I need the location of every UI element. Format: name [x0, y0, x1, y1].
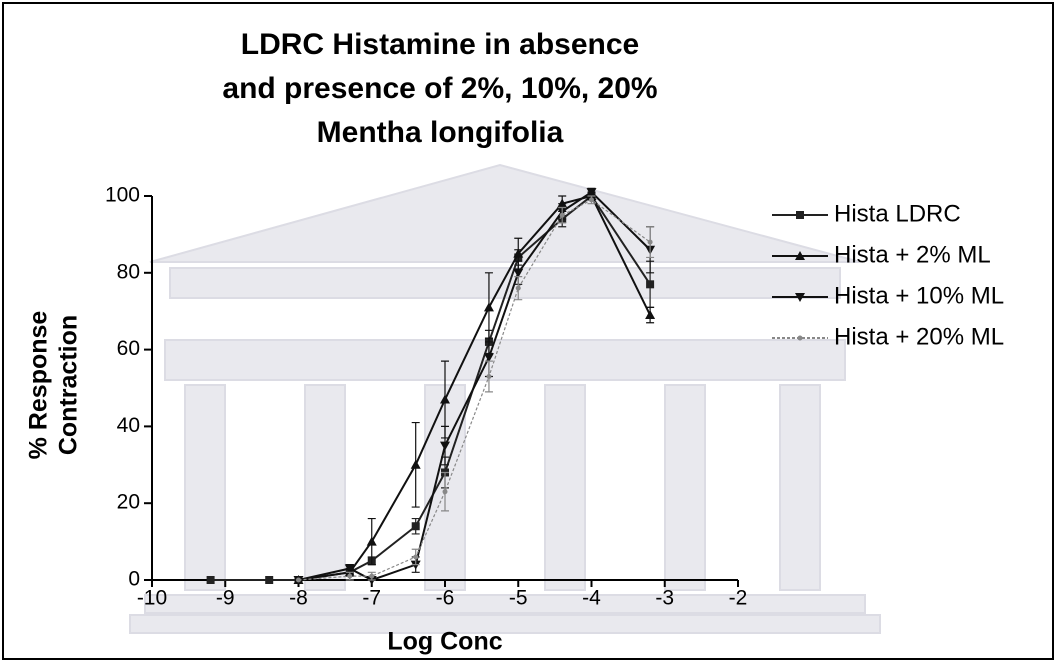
series-line	[210, 194, 651, 581]
marker	[483, 353, 494, 363]
y-tick-label: 100	[105, 184, 140, 207]
marker	[646, 280, 655, 289]
marker	[442, 489, 448, 495]
x-tick-label: -5	[509, 587, 528, 610]
x-tick-label: -10	[137, 587, 167, 610]
legend-marker	[795, 251, 805, 260]
y-tick-label: 60	[117, 337, 140, 360]
series-line	[298, 199, 651, 581]
chart-title: LDRC Histamine in absence	[241, 28, 639, 61]
x-tick-label: -6	[436, 587, 455, 610]
chart-title: Mentha longifolia	[317, 116, 564, 149]
marker	[515, 285, 521, 291]
y-tick-label: 40	[117, 414, 140, 437]
chart-title: and presence of 2%, 10%, 20%	[222, 72, 657, 105]
marker	[645, 310, 656, 320]
legend-marker	[797, 335, 803, 341]
marker	[366, 536, 377, 546]
watermark	[129, 163, 881, 634]
marker	[589, 197, 594, 203]
x-tick-label: -3	[655, 587, 674, 610]
y-axis-label: % Response	[25, 311, 53, 460]
legend-label: Hista LDRC	[834, 200, 961, 227]
marker	[206, 576, 215, 584]
marker	[344, 564, 355, 574]
marker	[513, 268, 524, 278]
y-tick-label: 0	[128, 568, 140, 591]
marker	[586, 188, 597, 198]
marker	[440, 441, 450, 451]
x-tick-label: -9	[216, 587, 235, 610]
marker	[413, 554, 419, 560]
legend-label: Hista + 2% ML	[834, 241, 991, 268]
marker	[296, 577, 301, 583]
y-axis-label: Contraction	[55, 315, 83, 455]
marker	[265, 576, 274, 584]
marker	[513, 248, 524, 258]
marker	[410, 459, 421, 469]
marker	[440, 394, 450, 404]
marker	[411, 522, 420, 531]
x-tick-label: -8	[289, 587, 308, 610]
y-tick-label: 80	[117, 260, 140, 283]
marker	[559, 212, 565, 218]
series-line	[298, 190, 651, 582]
marker	[486, 373, 492, 379]
x-tick-label: -4	[582, 587, 601, 610]
marker	[483, 302, 494, 312]
x-tick-label: -2	[729, 587, 748, 610]
marker	[647, 239, 653, 245]
legend-label: Hista + 20% ML	[834, 323, 1004, 350]
marker	[369, 573, 375, 579]
legend-label: Hista + 10% ML	[834, 282, 1004, 309]
legend-marker	[796, 211, 804, 219]
legend-marker	[795, 293, 805, 302]
x-tick-label: -7	[362, 587, 381, 610]
series-line	[298, 194, 651, 581]
x-axis-label: Log Conc	[387, 628, 502, 656]
marker	[347, 573, 353, 579]
y-tick-label: 20	[117, 491, 140, 514]
